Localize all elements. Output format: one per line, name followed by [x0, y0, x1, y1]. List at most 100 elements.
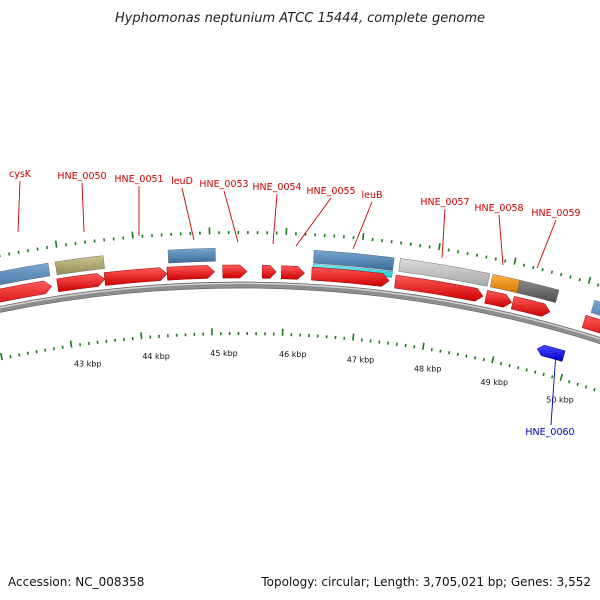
gene-leader-line: [223, 190, 239, 243]
outer-tick: [569, 275, 572, 279]
gene-label: HNE_0050: [57, 171, 106, 182]
feature-steel: [0, 262, 51, 286]
gene-label: HNE_0055: [306, 186, 355, 197]
outer-tick: [532, 265, 535, 270]
inner-tick: [465, 354, 468, 358]
cds-forward: [510, 296, 551, 317]
gene-label: HNE_0058: [474, 203, 523, 214]
outer-tick: [8, 252, 11, 256]
inner-tick: [482, 358, 485, 362]
outer-tick: [504, 259, 507, 263]
outer-tick: [541, 268, 544, 272]
outer-tick: [131, 231, 134, 239]
inner-tick: [517, 366, 520, 370]
gene-label: leuB: [361, 190, 382, 201]
inner-tick: [430, 348, 433, 352]
feature-orange: [489, 273, 521, 294]
gene-label: HNE_0053: [199, 179, 248, 190]
accession-text: Accession: NC_008358: [8, 575, 144, 589]
inner-tick: [499, 361, 503, 366]
inner-tick: [567, 380, 571, 384]
outer-tick: [447, 248, 450, 252]
gene-leader-line: [441, 208, 446, 259]
outer-tick: [494, 257, 497, 261]
gene-label: HNE_0059: [531, 208, 580, 219]
feature-steel: [590, 299, 600, 316]
kbp-label: 45 kbp: [210, 349, 238, 358]
kbp-label: 49 kbp: [481, 378, 509, 387]
kbp-label: 46 kbp: [279, 350, 307, 359]
kbp-label: 50 kbp: [546, 395, 574, 404]
cds-forward: [261, 264, 277, 279]
outer-tick: [17, 250, 20, 254]
outer-tick: [596, 283, 600, 287]
inner-tick: [584, 385, 588, 389]
feature-steel: [167, 247, 216, 264]
inner-tick: [551, 375, 554, 379]
outer-tick: [428, 245, 431, 249]
inner-tick: [140, 332, 143, 340]
cds-forward: [581, 314, 600, 334]
outer-tick: [522, 263, 526, 267]
backbone-ring: [0, 281, 600, 345]
feature-steel: [313, 249, 395, 271]
inner-tick: [9, 355, 12, 359]
inner-tick: [542, 372, 545, 377]
cds-forward: [484, 290, 513, 308]
inner-tick: [491, 356, 495, 364]
kbp-label: 44 kbp: [142, 352, 170, 361]
cds-forward: [0, 280, 53, 303]
cds-forward: [311, 266, 390, 287]
topology-text: Topology: circular; Length: 3,705,021 bp…: [260, 575, 591, 589]
outer-tick: [550, 270, 554, 274]
inner-tick: [26, 351, 29, 355]
outer-tick: [466, 251, 469, 256]
gene-leader-line: [536, 219, 557, 269]
inner-tick: [44, 348, 47, 352]
inner-tick: [534, 370, 537, 374]
cds-forward: [56, 273, 106, 293]
outer-tick: [587, 276, 592, 284]
outer-tick: [513, 257, 517, 265]
inner-tick: [593, 387, 596, 392]
kbp-label: 43 kbp: [74, 359, 102, 368]
gene-label: HNE_0054: [252, 182, 301, 193]
outer-tick: [485, 255, 488, 259]
feature-blocks: [0, 247, 600, 362]
outer-tick: [578, 277, 581, 282]
feature-darkgray: [516, 279, 560, 303]
kbp-label: 48 kbp: [414, 365, 442, 374]
map-title: Hyphomonas neptunium ATCC 15444, complet…: [115, 11, 485, 26]
cds-reverse: [536, 344, 566, 362]
inner-tick: [439, 349, 442, 353]
gene-leader-line: [272, 193, 278, 245]
gene-label: cysK: [9, 169, 32, 180]
inner-tick: [18, 353, 21, 357]
tick-marks: 43 kbp 44 kbp 45 kbp 46 kbp 47 kbp 48 kbp 49 k…: [0, 227, 600, 404]
gene-label: HNE_0051: [114, 174, 163, 185]
inner-tick: [508, 364, 511, 368]
kbp-label: 47 kbp: [347, 356, 375, 365]
inner-tick: [69, 340, 73, 348]
outer-tick: [457, 250, 460, 254]
inner-tick: [474, 356, 477, 360]
outer-tick: [54, 240, 58, 248]
cds-forward: [222, 264, 248, 279]
outer-tick: [362, 233, 365, 241]
cds-forward: [394, 274, 484, 302]
cds-forward: [103, 267, 168, 286]
inner-tick: [52, 347, 55, 351]
inner-tick: [456, 352, 459, 357]
gene-leader-line: [181, 187, 195, 241]
inner-tick: [525, 368, 528, 372]
gene-leader-line: [295, 197, 332, 247]
gene-leader-line: [550, 351, 557, 426]
inner-tick: [576, 382, 579, 387]
cds-forward: [166, 265, 216, 281]
gene-labels: cysK HNE_0050 HNE_0051 leuD HNE_0053 HNE_0054…: [9, 169, 581, 438]
inner-tick: [61, 345, 64, 349]
cds-forward: [280, 265, 306, 280]
outer-tick: [36, 247, 39, 251]
gene-label: leuD: [171, 176, 193, 187]
